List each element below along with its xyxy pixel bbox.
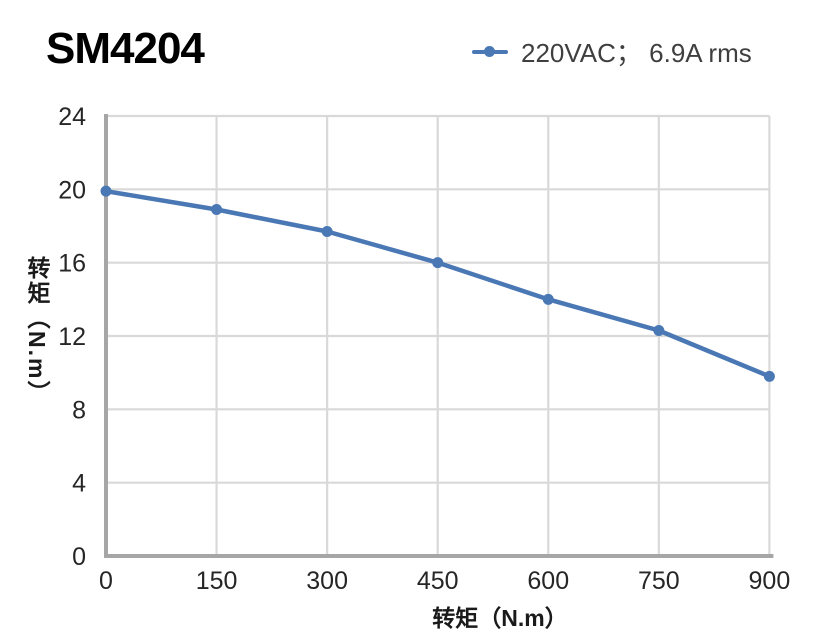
- y-tick-label: 8: [72, 396, 86, 424]
- chart-title: SM4204: [46, 24, 205, 73]
- data-point: [763, 370, 775, 382]
- y-tick-label: 12: [58, 323, 86, 351]
- legend-line-marker-icon: [472, 45, 508, 58]
- y-tick-label: 0: [72, 543, 86, 571]
- data-point: [653, 325, 665, 336]
- x-tick-label: 750: [638, 567, 680, 595]
- data-point: [321, 226, 333, 237]
- data-point: [211, 204, 223, 215]
- y-tick-label: 20: [58, 176, 86, 204]
- legend-label: 220VAC； 6.9A rms: [521, 38, 752, 68]
- x-tick-label: 300: [306, 567, 348, 595]
- x-axis-title: 转矩（N.m）: [432, 605, 568, 631]
- y-tick-label: 4: [72, 470, 86, 498]
- data-point: [542, 293, 554, 305]
- data-point: [432, 257, 444, 269]
- legend: 220VAC； 6.9A rms: [472, 33, 752, 70]
- y-axis-title: 转矩（N.m）: [24, 256, 50, 406]
- x-tick-label: 150: [196, 567, 238, 595]
- x-tick-label: 0: [99, 567, 113, 595]
- x-tick-label: 600: [527, 567, 569, 595]
- x-tick-label: 900: [749, 567, 791, 595]
- legend-dot: [484, 46, 495, 57]
- y-tick-label: 24: [58, 103, 86, 131]
- data-point: [100, 185, 112, 197]
- x-tick-label: 450: [417, 567, 459, 595]
- y-tick-label: 16: [58, 250, 86, 278]
